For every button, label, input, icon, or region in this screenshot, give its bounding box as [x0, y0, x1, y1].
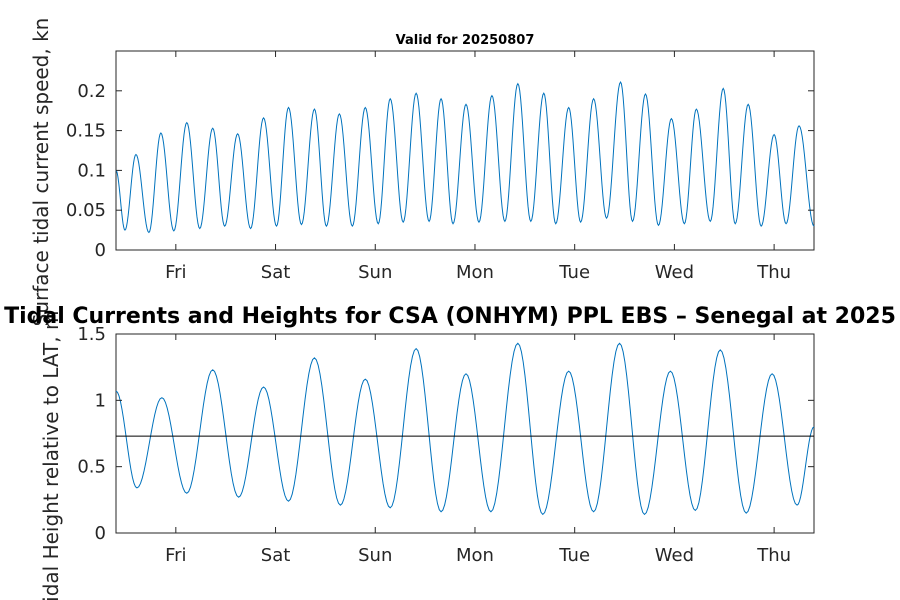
- speed-x-tick-label: Thu: [756, 262, 791, 283]
- height-axes-frame: [115, 333, 815, 534]
- height-marks: [115, 342, 815, 516]
- height-y-tick-label: 0.5: [77, 457, 106, 478]
- speed-y-axis-label: Surface tidal current speed, kn: [29, 18, 53, 327]
- height-series-line: [115, 342, 815, 516]
- height-y-tick-label: 1.5: [77, 324, 106, 345]
- speed-chart-title: Valid for 20250807: [396, 33, 535, 48]
- height-x-tick-label: Mon: [456, 545, 494, 566]
- height-axes: Fri Sat Sun Mon Tue Wed Thu 0 0.5 1 1.5: [77, 324, 815, 566]
- speed-y-ticks: 0 0.05 0.1 0.15 0.2: [66, 81, 814, 261]
- speed-x-tick-label: Fri: [165, 262, 186, 283]
- speed-axes-frame: [115, 50, 815, 251]
- speed-axes: Fri Sat Sun Mon Tue Wed Thu 0 0.05 0.1 0.15 0.2: [66, 50, 815, 283]
- speed-x-tick-label: Sun: [358, 262, 392, 283]
- speed-marks: [115, 80, 815, 234]
- figure-title: Tidal Currents and Heights for CSA (ONHY…: [4, 304, 896, 329]
- speed-y-tick-label: 0.1: [77, 160, 106, 181]
- height-x-tick-label: Sat: [261, 545, 291, 566]
- speed-x-tick-label: Sat: [261, 262, 291, 283]
- speed-y-tick-label: 0.05: [66, 200, 106, 221]
- height-y-axis-label: Tidal Height relative to LAT, m: [39, 311, 63, 600]
- height-y-tick-label: 1: [95, 390, 106, 411]
- speed-y-tick-label: 0: [95, 240, 106, 261]
- speed-x-ticks: Fri Sat Sun Mon Tue Wed Thu: [165, 51, 791, 283]
- speed-x-tick-label: Mon: [456, 262, 494, 283]
- height-x-tick-label: Tue: [558, 545, 590, 566]
- speed-y-tick-label: 0.15: [66, 121, 106, 142]
- height-y-ticks: 0 0.5 1 1.5: [77, 324, 814, 544]
- height-x-tick-label: Sun: [358, 545, 392, 566]
- speed-x-tick-label: Tue: [558, 262, 590, 283]
- height-x-ticks: Fri Sat Sun Mon Tue Wed Thu: [165, 334, 791, 566]
- speed-x-tick-label: Wed: [655, 262, 694, 283]
- height-x-tick-label: Thu: [756, 545, 791, 566]
- speed-y-tick-label: 0.2: [77, 81, 106, 102]
- speed-series-line: [115, 80, 815, 234]
- height-x-tick-label: Wed: [655, 545, 694, 566]
- height-y-tick-label: 0: [95, 523, 106, 544]
- height-x-tick-label: Fri: [165, 545, 186, 566]
